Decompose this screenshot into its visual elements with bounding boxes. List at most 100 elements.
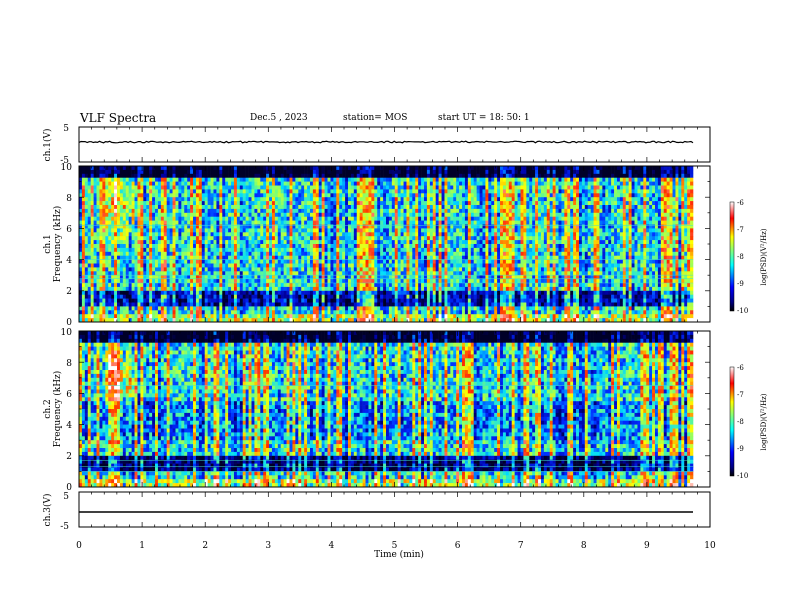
spectrogram-cell	[152, 197, 155, 201]
spectrogram-cell	[135, 279, 138, 283]
spectrogram-cell	[184, 240, 187, 244]
spectrogram-cell	[211, 264, 214, 268]
spectrogram-cell	[208, 236, 211, 240]
spectrogram-cell	[140, 197, 143, 201]
spectrogram-cell	[99, 267, 102, 271]
spectrogram-cell	[140, 205, 143, 209]
spectrogram-cell	[94, 236, 97, 240]
spectrogram-cell	[85, 182, 88, 186]
spectrogram-cell	[114, 209, 117, 213]
spectrogram-cell	[97, 244, 100, 248]
spectrogram-cell	[170, 248, 173, 252]
spectrogram-cell	[114, 264, 117, 268]
spectrogram-cell	[199, 252, 202, 256]
spectrogram-cell	[140, 283, 143, 287]
spectrogram-cell	[205, 306, 208, 310]
spectrogram-cell	[149, 260, 152, 264]
spectrogram-cell	[129, 287, 132, 291]
spectrogram-cell	[155, 303, 158, 307]
spectrogram-cell	[140, 279, 143, 283]
spectrogram-cell	[120, 217, 123, 221]
spectrogram-cell	[137, 267, 140, 271]
spectrogram-cell	[132, 182, 135, 186]
spectrogram-cell	[123, 166, 126, 170]
spectrogram-cell	[175, 295, 178, 299]
spectrogram-cell	[196, 205, 199, 209]
spectrogram-cell	[184, 275, 187, 279]
spectrogram-cell	[102, 228, 105, 232]
spectrogram-cell	[102, 217, 105, 221]
spectrogram-cell	[208, 213, 211, 217]
spectrogram-cell	[155, 310, 158, 314]
spectrogram-cell	[152, 303, 155, 307]
spectrogram-cell	[91, 264, 94, 268]
spectrogram-cell	[173, 201, 176, 205]
spectrogram-cell	[137, 295, 140, 299]
spectrogram-cell	[82, 166, 85, 170]
spectrogram-cell	[137, 182, 140, 186]
spectrogram-cell	[190, 174, 193, 178]
spectrogram-cell	[82, 306, 85, 310]
spectrogram-cell	[184, 166, 187, 170]
spectrogram-cell	[99, 193, 102, 197]
spectrogram-cell	[111, 291, 114, 295]
spectrogram-cell	[108, 264, 111, 268]
spectrogram-cell	[178, 314, 181, 318]
spectrogram-cell	[158, 221, 161, 225]
spectrogram-cell	[132, 213, 135, 217]
spectrogram-cell	[211, 287, 214, 291]
spectrogram-cell	[117, 209, 120, 213]
spectrogram-cell	[137, 236, 140, 240]
spectrogram-cell	[105, 193, 108, 197]
spectrogram-cell	[190, 295, 193, 299]
spectrogram-cell	[208, 217, 211, 221]
spectrogram-cell	[184, 232, 187, 236]
spectrogram-cell	[170, 271, 173, 275]
spectrogram-cell	[149, 205, 152, 209]
spectrogram-cell	[181, 197, 184, 201]
spectrogram-cell	[175, 182, 178, 186]
spectrogram-cell	[85, 236, 88, 240]
spectrogram-cell	[164, 189, 167, 193]
spectrogram-cell	[205, 271, 208, 275]
spectrogram-cell	[184, 221, 187, 225]
spectrogram-cell	[140, 287, 143, 291]
spectrogram-cell	[123, 221, 126, 225]
spectrogram-cell	[94, 201, 97, 205]
spectrogram-cell	[143, 260, 146, 264]
spectrogram-cell	[175, 197, 178, 201]
spectrogram-cell	[143, 178, 146, 182]
spectrogram-cell	[120, 303, 123, 307]
spectrogram-cell	[108, 303, 111, 307]
spectrogram-cell	[143, 303, 146, 307]
spectrogram-cell	[146, 178, 149, 182]
spectrogram-cell	[184, 314, 187, 318]
spectrogram-cell	[111, 182, 114, 186]
spectrogram-cell	[105, 287, 108, 291]
spectrogram-cell	[158, 228, 161, 232]
spectrogram-cell	[190, 240, 193, 244]
spectrogram-cell	[135, 295, 138, 299]
spectrogram-cell	[167, 248, 170, 252]
spectrogram-cell	[111, 287, 114, 291]
spectrogram-cell	[184, 213, 187, 217]
spectrogram-cell	[120, 267, 123, 271]
spectrogram-cell	[167, 186, 170, 190]
spectrogram-cell	[193, 201, 196, 205]
spectrogram-cell	[123, 271, 126, 275]
spectrogram-cell	[205, 205, 208, 209]
spectrogram-cell	[132, 244, 135, 248]
spectrogram-cell	[132, 295, 135, 299]
spectrogram-cell	[97, 221, 100, 225]
spectrogram-cell	[102, 178, 105, 182]
spectrogram-cell	[99, 279, 102, 283]
spectrogram-cell	[161, 256, 164, 260]
spectrogram-cell	[91, 182, 94, 186]
spectrogram-cell	[208, 271, 211, 275]
spectrogram-cell	[123, 217, 126, 221]
spectrogram-cell	[143, 244, 146, 248]
spectrogram-cell	[208, 287, 211, 291]
spectrogram-cell	[187, 291, 190, 295]
spectrogram-cell	[175, 178, 178, 182]
spectrogram-cell	[161, 201, 164, 205]
